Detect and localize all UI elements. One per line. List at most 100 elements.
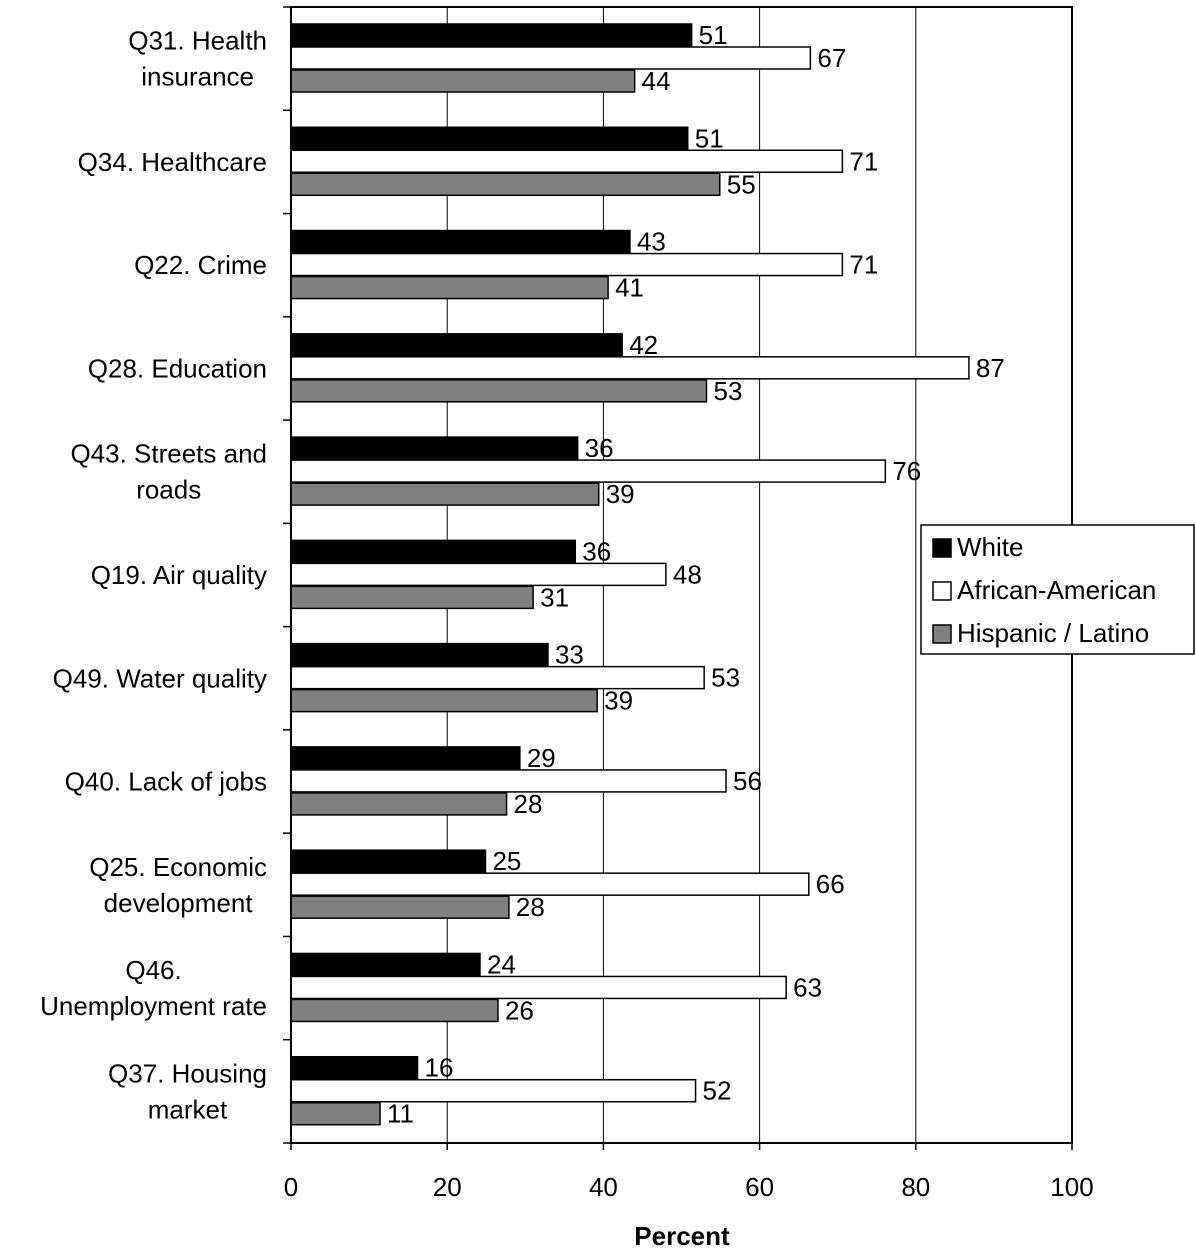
category-label-line: Q25. Economic — [89, 852, 267, 882]
data-label: 71 — [849, 250, 878, 280]
legend-label: Hispanic / Latino — [957, 618, 1149, 648]
data-label: 63 — [793, 972, 822, 1002]
bar-white — [290, 229, 631, 254]
data-label: 66 — [816, 869, 845, 899]
category-labels: Q31. Health insurance Q34. Healthcare Q22. … — [40, 26, 267, 1125]
category-label: Q37. Housing market — [108, 1058, 267, 1124]
category-label-line: Q49. Water quality — [53, 663, 267, 693]
bar-hispanic-latino — [290, 275, 609, 300]
x-axis-title: Percent — [634, 1221, 730, 1251]
data-label: 51 — [699, 20, 728, 50]
bar-white — [290, 436, 579, 460]
category-label: Q28. Education — [88, 353, 267, 383]
data-label: 11 — [387, 1099, 414, 1129]
category-label-line: Unemployment rate — [40, 991, 267, 1021]
bar-hispanic-latino — [290, 688, 598, 713]
data-label: 31 — [540, 582, 569, 612]
data-label: 39 — [606, 479, 635, 509]
bar-hispanic-latino — [290, 585, 534, 610]
category-label: Q31. Health insurance — [128, 26, 267, 92]
data-label: 28 — [514, 789, 543, 819]
bar-african-american — [290, 149, 844, 174]
bar-white — [290, 952, 481, 977]
category-label-line: Q22. Crime — [134, 250, 267, 280]
bar-hispanic-latino — [290, 1101, 381, 1126]
bar-hispanic-latino — [290, 792, 508, 816]
data-label: 44 — [642, 66, 671, 96]
bar-african-american — [290, 872, 810, 896]
bar-african-american — [290, 769, 727, 793]
legend-label: African-American — [957, 575, 1156, 605]
legend-box — [920, 524, 1195, 655]
category-label-line: Q46. — [125, 955, 181, 985]
legend: White African-American Hispanic / Latino — [920, 524, 1195, 655]
bar-white — [290, 126, 689, 151]
category-label-line: development — [104, 888, 254, 918]
x-tick-labels: 0 20 40 60 80 100 — [284, 1172, 1094, 1202]
bar-african-american — [290, 46, 812, 70]
category-label: Q40. Lack of jobs — [65, 767, 267, 797]
data-label: 29 — [527, 743, 556, 773]
category-label-line: Q37. Housing — [108, 1058, 267, 1088]
x-tick-label: 0 — [284, 1172, 298, 1202]
bar-white — [290, 333, 623, 357]
data-label: 24 — [487, 949, 516, 979]
data-label: 42 — [629, 330, 658, 360]
bar-white — [290, 539, 577, 564]
category-label-line: market — [148, 1094, 228, 1124]
data-label: 43 — [637, 227, 666, 257]
category-label-line: Q28. Education — [88, 353, 267, 383]
data-label: 53 — [711, 663, 740, 693]
legend-swatch-hispanic-latino — [932, 624, 952, 644]
bar-hispanic-latino — [290, 379, 708, 403]
x-tick-label: 80 — [901, 1172, 930, 1202]
category-label-line: Q19. Air quality — [91, 560, 267, 590]
bar-hispanic-latino — [290, 998, 499, 1023]
category-label-line: insurance — [141, 62, 254, 92]
legend-label: White — [957, 532, 1023, 562]
data-label: 26 — [505, 995, 534, 1025]
x-tick-label: 60 — [745, 1172, 774, 1202]
bar-white — [290, 746, 521, 770]
bar-african-american — [290, 1078, 697, 1103]
data-label: 36 — [582, 536, 611, 566]
category-label: Q43. Streets and roads — [70, 439, 267, 505]
category-label-line: Q34. Healthcare — [78, 147, 267, 177]
category-label: Q34. Healthcare — [78, 147, 267, 177]
category-label: Q19. Air quality — [91, 560, 267, 590]
category-label: Q25. Economic development — [89, 852, 267, 918]
bar-hispanic-latino — [290, 69, 636, 93]
bar-hispanic-latino — [290, 895, 510, 919]
data-label: 33 — [555, 640, 584, 670]
data-label: 52 — [703, 1076, 732, 1106]
category-label-line: Q31. Health — [128, 26, 267, 56]
data-label: 55 — [727, 169, 756, 199]
data-label: 67 — [817, 43, 846, 73]
category-label: Q46. Unemployment rate — [40, 955, 267, 1021]
bar-white — [290, 23, 693, 47]
data-label: 36 — [585, 433, 614, 463]
legend-swatch-white — [932, 538, 952, 558]
category-label: Q49. Water quality — [53, 663, 267, 693]
category-label-line: roads — [136, 475, 201, 505]
data-label: 76 — [892, 456, 921, 486]
x-tick-label: 20 — [433, 1172, 462, 1202]
x-tick-label: 40 — [589, 1172, 618, 1202]
category-label: Q22. Crime — [134, 250, 267, 280]
bar-african-american — [290, 562, 667, 587]
data-label: 48 — [673, 559, 702, 589]
bar-hispanic-latino — [290, 172, 721, 197]
bar-series — [290, 23, 970, 1126]
data-label: 71 — [849, 146, 878, 176]
bar-african-american — [290, 665, 705, 690]
data-label: 56 — [733, 766, 762, 796]
data-label: 53 — [713, 376, 742, 406]
bar-hispanic-latino — [290, 482, 600, 506]
bar-white — [290, 849, 487, 873]
data-labels: 51 67 44 51 71 55 43 71 41 42 87 53 36 76 39 36 48 31 33 53… — [387, 20, 1005, 1129]
data-label: 39 — [604, 686, 633, 716]
bar-white — [290, 642, 549, 667]
legend-swatch-african-american — [932, 581, 952, 601]
bar-african-american — [290, 356, 970, 380]
